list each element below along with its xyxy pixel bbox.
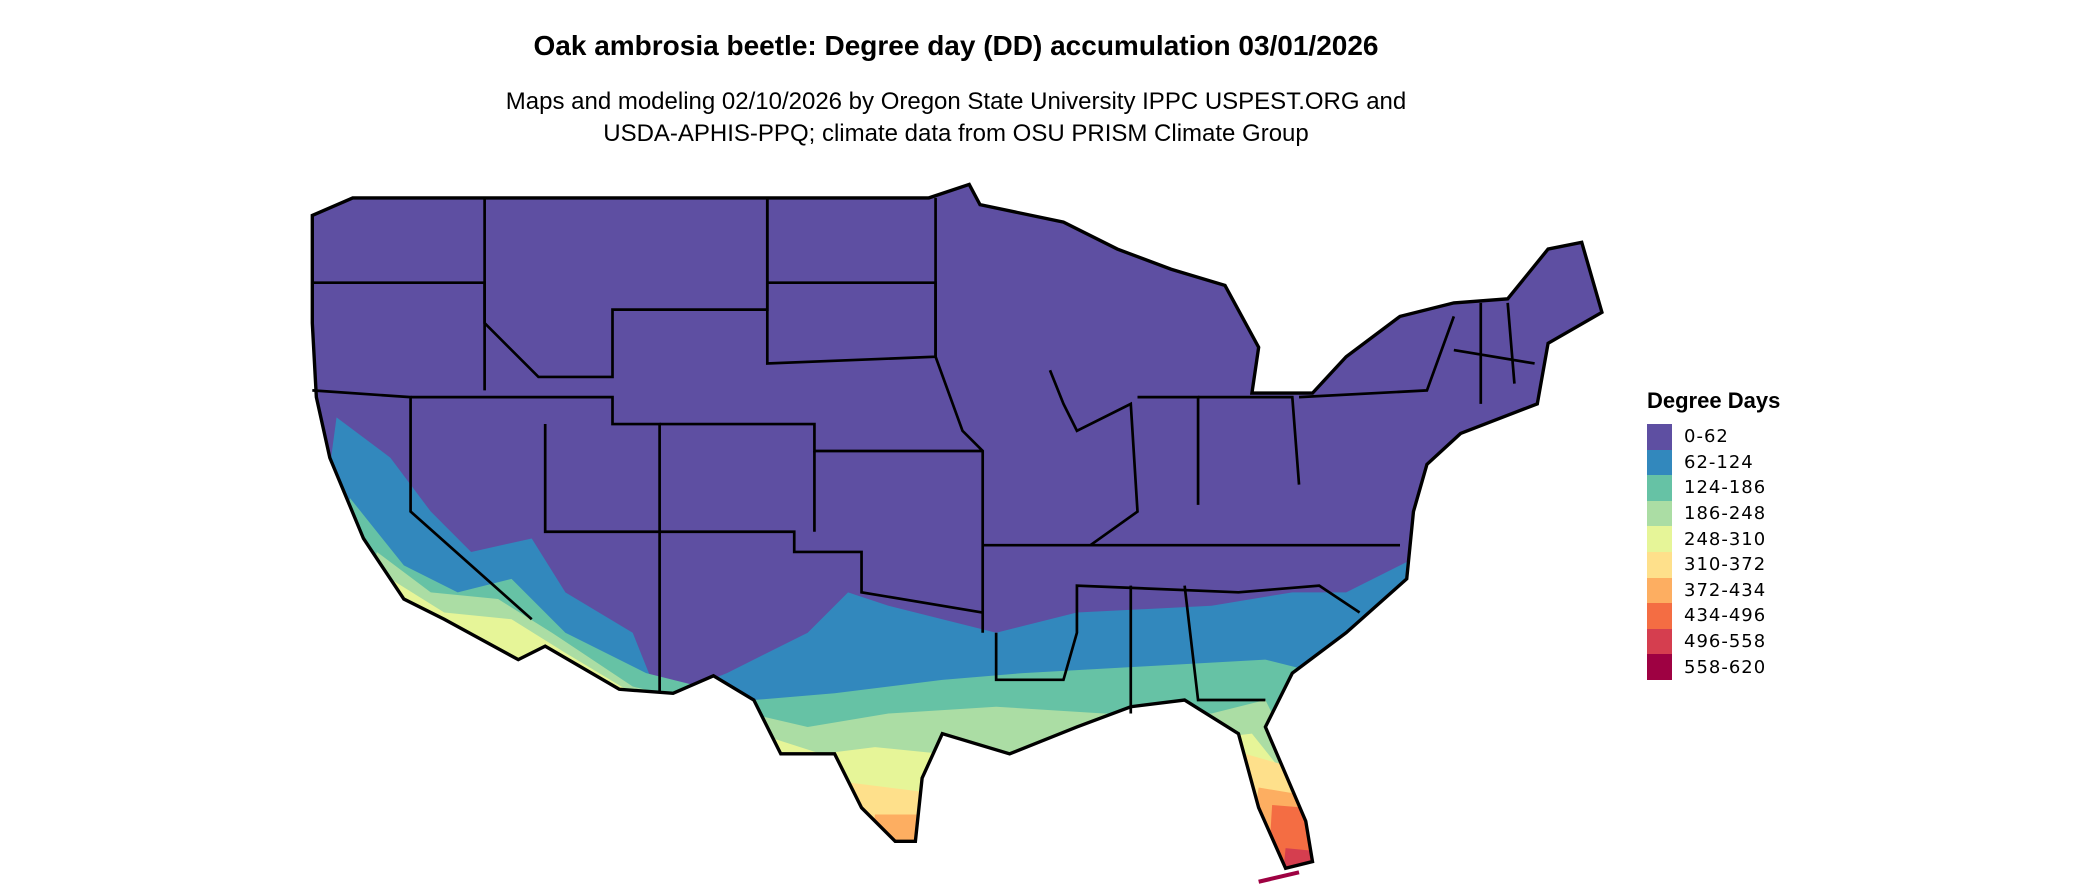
legend-label: 558-620 [1684, 656, 1767, 678]
map-title: Oak ambrosia beetle: Degree day (DD) acc… [533, 30, 1379, 61]
subtitle-line-2: USDA-APHIS-PPQ; climate data from OSU PR… [603, 120, 1309, 147]
legend-swatch [1647, 449, 1672, 476]
legend-label: 0-62 [1684, 426, 1729, 448]
legend-label: 310-372 [1684, 554, 1767, 576]
legend-item: 372-434 [1647, 577, 1780, 604]
legend-label: 124-186 [1684, 477, 1767, 499]
legend-item: 434-496 [1647, 603, 1780, 629]
legend-item: 558-620 [1647, 654, 1780, 680]
legend-swatch [1647, 500, 1672, 527]
legend-swatch [1647, 424, 1672, 450]
legend-item: 248-310 [1647, 526, 1780, 552]
legend-item: 310-372 [1647, 551, 1780, 578]
legend-item: 124-186 [1647, 475, 1780, 501]
legend-swatch [1647, 551, 1672, 578]
legend-label: 62-124 [1684, 451, 1754, 473]
legend-item: 0-62 [1647, 424, 1780, 450]
legend-swatch [1647, 475, 1672, 501]
state-boundaries [312, 197, 1535, 714]
legend-item: 186-248 [1647, 500, 1780, 527]
legend-label: 496-558 [1684, 631, 1767, 653]
florida-keys [1258, 870, 1300, 884]
legend-swatch [1647, 526, 1672, 552]
legend-swatch [1647, 654, 1672, 680]
legend-swatch [1647, 603, 1672, 629]
legend-item: 62-124 [1647, 449, 1780, 476]
legend-label: 186-248 [1684, 503, 1767, 525]
legend-swatch [1647, 577, 1672, 604]
legend-swatch [1647, 628, 1672, 655]
legend: Degree Days 0-62 62-124 124-186 186-248 248-… [1647, 388, 1780, 680]
subtitle-line-1: Maps and modeling 02/10/2026 by Oregon S… [505, 88, 1407, 115]
legend-label: 372-434 [1684, 579, 1767, 601]
legend-label: 434-496 [1684, 605, 1767, 627]
legend-title: Degree Days [1647, 388, 1781, 413]
map-subtitle: Maps and modeling 02/10/2026 by Oregon S… [0, 86, 1912, 150]
legend-label: 248-310 [1684, 528, 1767, 550]
legend-item: 496-558 [1647, 628, 1780, 655]
